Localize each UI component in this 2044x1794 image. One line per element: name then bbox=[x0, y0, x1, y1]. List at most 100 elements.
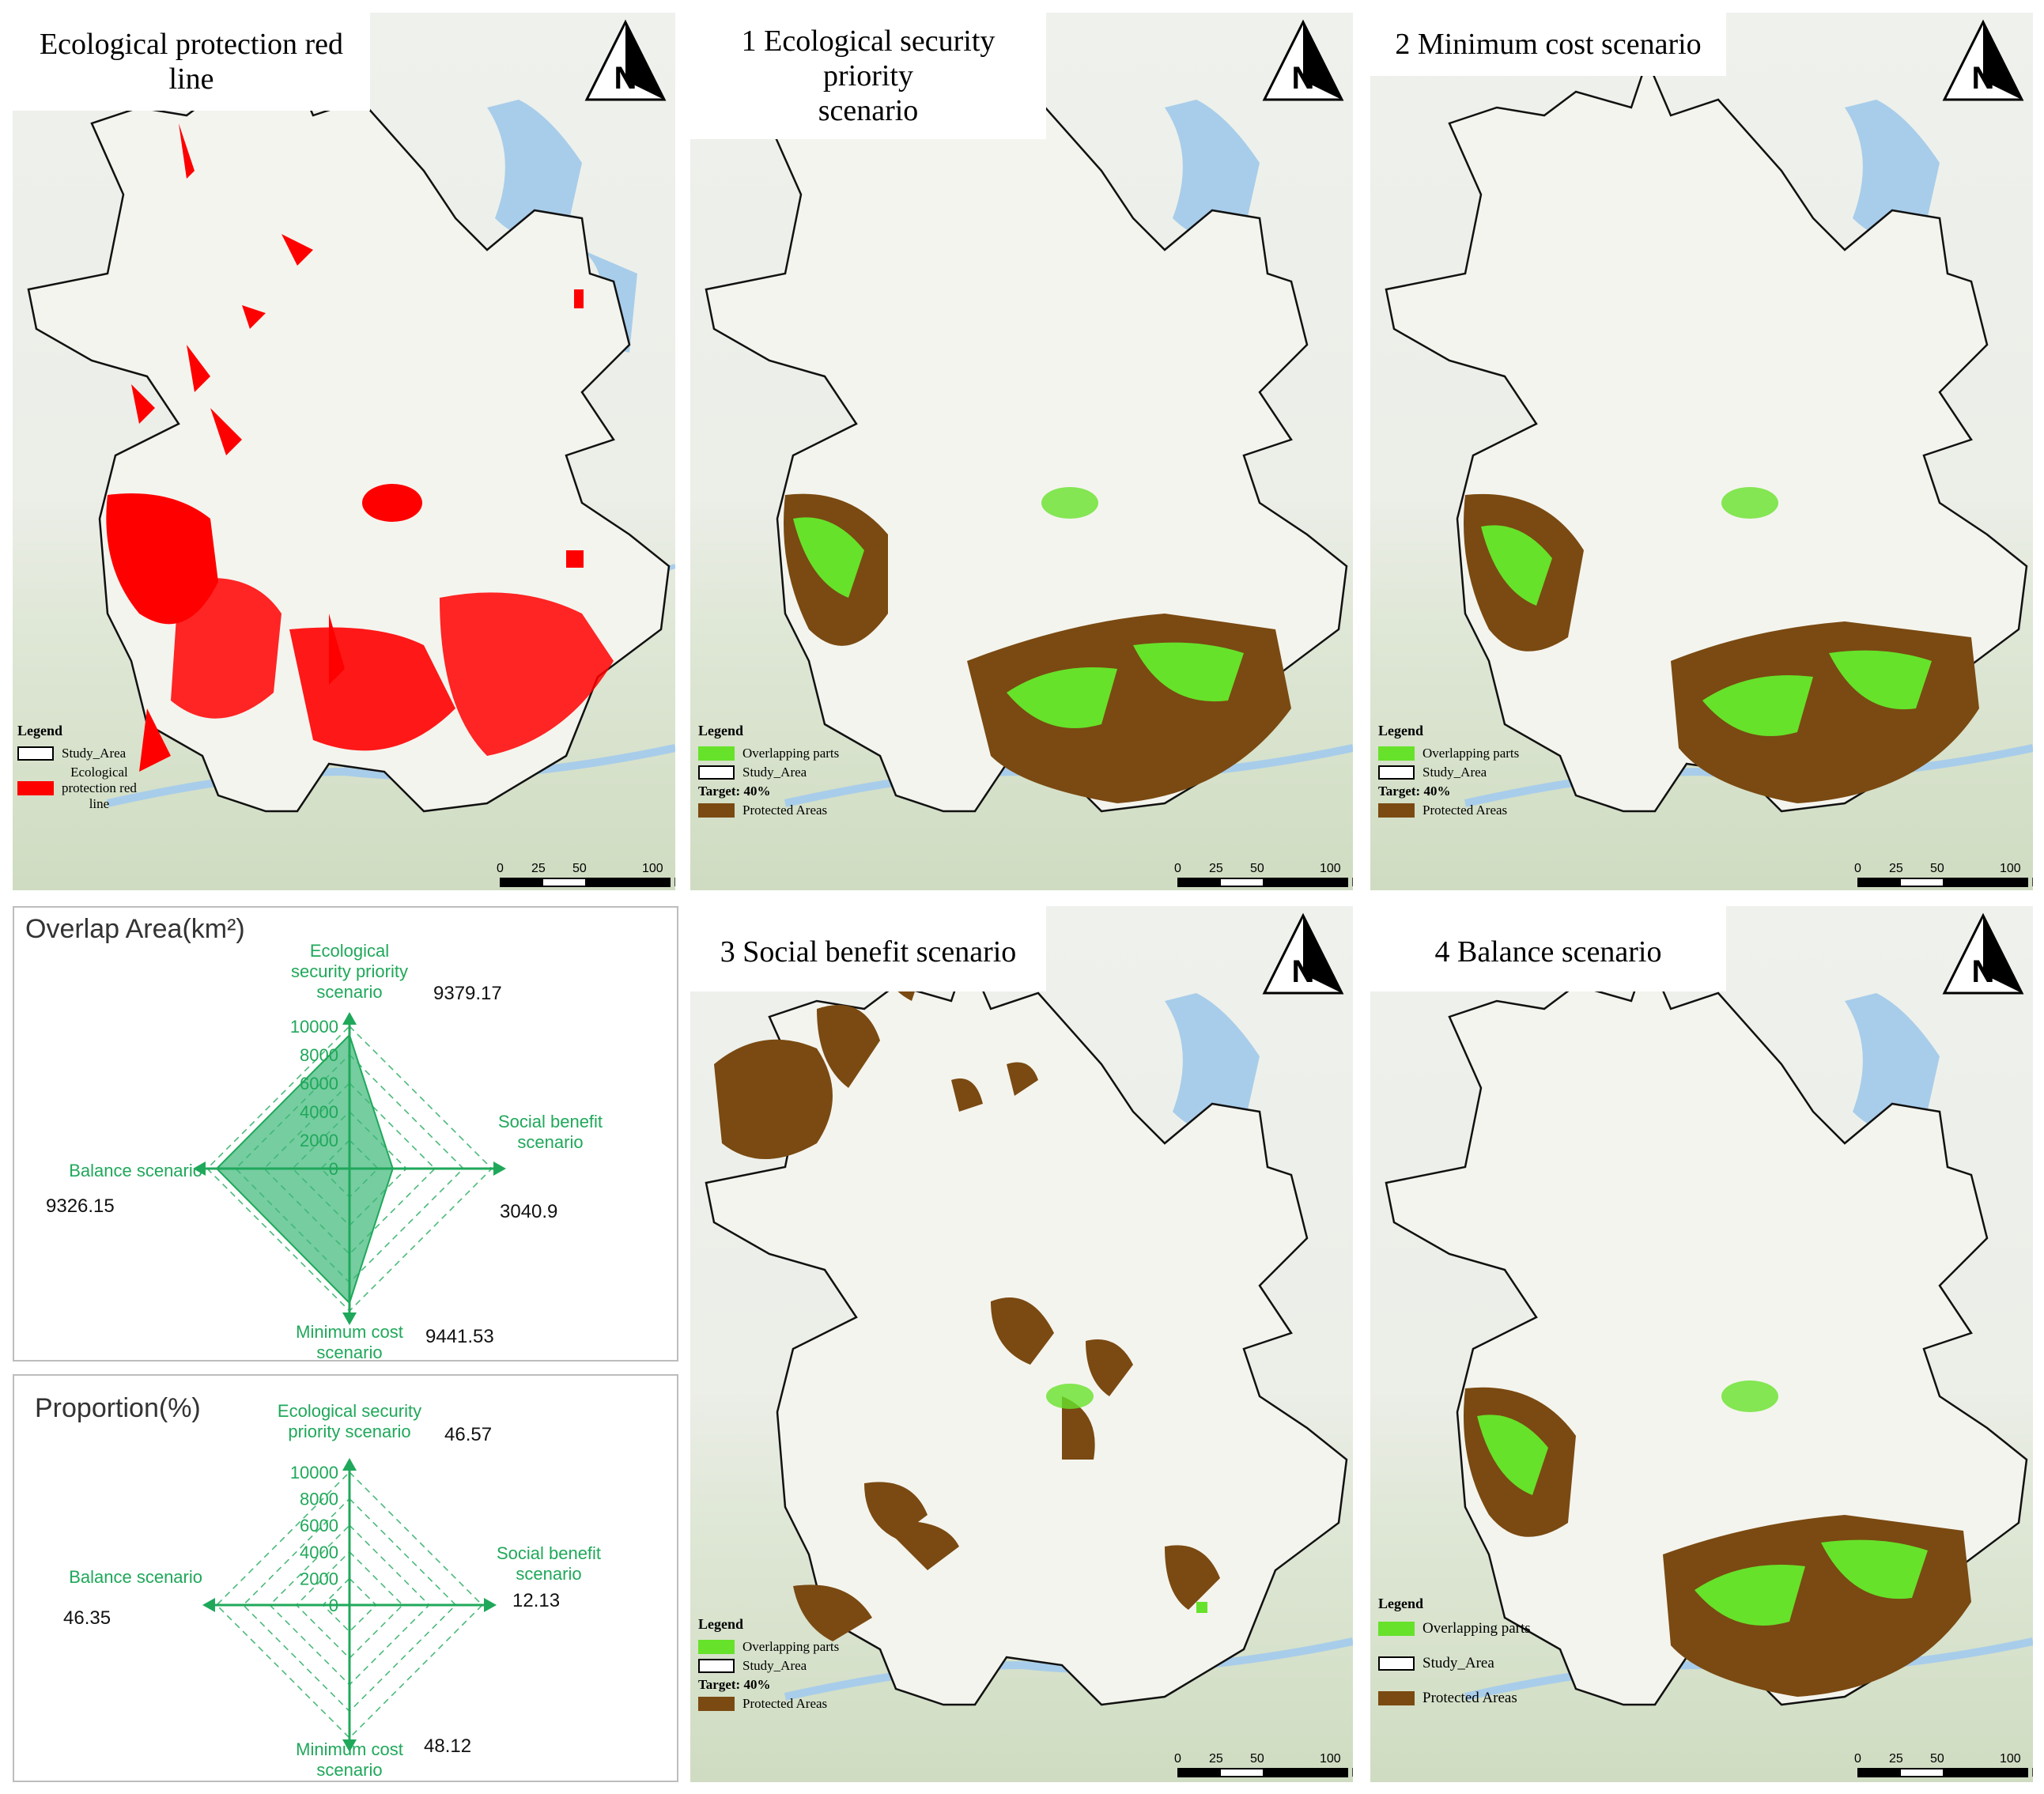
scale-tick: 0 bbox=[1174, 1752, 1181, 1766]
legend-label: Overlapping parts bbox=[1422, 1620, 1531, 1637]
legend-item-overlap: Overlapping parts bbox=[1378, 746, 1519, 761]
scale-tick: 50 bbox=[1250, 1752, 1264, 1766]
legend-label: Overlapping parts bbox=[742, 746, 840, 761]
scale-tick: 0 bbox=[1854, 1752, 1861, 1766]
overlapping-parts bbox=[793, 487, 1244, 728]
scale-bar: 0 25 50 100 Km bbox=[1854, 862, 2033, 889]
svg-text:N: N bbox=[1292, 61, 1315, 96]
svg-text:N: N bbox=[1292, 954, 1315, 989]
svg-text:N: N bbox=[1972, 954, 1995, 989]
legend-label: line bbox=[89, 796, 110, 811]
map-title-line: 1 Ecological security priority bbox=[741, 25, 996, 93]
scale-bar: 0 25 50 100 Km bbox=[1854, 1752, 2033, 1780]
radar-value-label: 46.57 bbox=[444, 1424, 492, 1445]
base-map bbox=[690, 906, 1353, 1782]
scale-tick: 50 bbox=[1930, 862, 1944, 875]
protected-areas bbox=[714, 932, 1220, 1641]
radar-axis-label: Ecological security bbox=[278, 1401, 421, 1421]
legend-label: Study_Area bbox=[742, 765, 807, 780]
base-map bbox=[690, 13, 1353, 890]
radar-axis-label: scenario bbox=[316, 1343, 382, 1362]
legend-title: Legend bbox=[1378, 723, 1424, 738]
legend-item-protected: Protected Areas bbox=[1378, 803, 1519, 818]
radar-chart-proportion: Proportion(%) 0 2000 4000 6000 8000 10000 Ecol… bbox=[13, 1374, 678, 1782]
radar-tick-label: 4000 bbox=[300, 1543, 338, 1562]
radar-value-label: 9441.53 bbox=[425, 1326, 494, 1347]
radar-axis-arrow bbox=[342, 1739, 357, 1752]
map-legend: Legend Overlapping parts Study_Area Targ… bbox=[1378, 723, 1519, 821]
radar-value-label: 48.12 bbox=[424, 1735, 471, 1757]
scale-unit: Km bbox=[2031, 1766, 2033, 1781]
map-title: 3 Social benefit scenario bbox=[690, 906, 1046, 991]
legend-item-protected: Protected Areas bbox=[698, 1696, 839, 1712]
scale-tick: 0 bbox=[1854, 862, 1861, 875]
scale-unit: Km bbox=[674, 876, 675, 890]
map-legend: Legend Study_Area Ecological protection … bbox=[17, 723, 137, 815]
radar-grid-ring bbox=[322, 1577, 377, 1633]
radar-tick-label: 8000 bbox=[300, 1045, 338, 1065]
legend-title: Legend bbox=[698, 723, 744, 738]
legend-label: Study_Area bbox=[1422, 765, 1487, 780]
north-arrow-icon: N bbox=[1260, 17, 1347, 104]
scale-unit: Km bbox=[1351, 1766, 1353, 1781]
radar-grid-ring bbox=[215, 1471, 484, 1739]
scale-tick: 100 bbox=[2000, 1752, 2021, 1766]
radar-axis-arrow bbox=[493, 1161, 506, 1176]
scale-unit: Km bbox=[1351, 876, 1353, 890]
scale-tick: 25 bbox=[1209, 862, 1223, 875]
scale-tick: 25 bbox=[1889, 862, 1903, 875]
radar-axis-arrow bbox=[193, 1161, 206, 1176]
map-title: 4 Balance scenario bbox=[1370, 906, 1726, 991]
map-panel-scenario-4: 4 Balance scenario N Legend Overlapping … bbox=[1370, 906, 2033, 1782]
legend-target: Target: 40% bbox=[1378, 784, 1451, 799]
svg-text:N: N bbox=[1972, 61, 1995, 96]
radar-axis-label: Minimum cost bbox=[296, 1322, 403, 1342]
legend-item-protected: Protected Areas bbox=[698, 803, 839, 818]
radar-svg: 0 2000 4000 6000 8000 10000 Ecologicalsecurity… bbox=[46, 941, 603, 1362]
chart-title: Proportion(%) bbox=[35, 1393, 201, 1423]
radar-tick-label: 8000 bbox=[300, 1490, 338, 1509]
scale-tick: 50 bbox=[1930, 1752, 1944, 1766]
radar-axis-label: Social benefit bbox=[498, 1112, 603, 1131]
legend-label: Protected Areas bbox=[742, 803, 828, 818]
legend-title: Legend bbox=[17, 723, 63, 738]
legend-label: Protected Areas bbox=[742, 1696, 828, 1711]
legend-item-overlap: Overlapping parts bbox=[698, 1639, 839, 1655]
radar-axis-arrow bbox=[202, 1598, 215, 1612]
scale-tick: 100 bbox=[642, 862, 663, 875]
radar-axis-arrow bbox=[484, 1598, 497, 1612]
radar-value-label: 46.35 bbox=[63, 1607, 111, 1629]
radar-tick-label: 6000 bbox=[300, 1516, 338, 1535]
legend-item-protected: Protected Areas bbox=[1378, 1690, 1531, 1707]
legend-target: Target: 40% bbox=[698, 784, 771, 799]
radar-axis-arrow bbox=[342, 1458, 357, 1471]
radar-axis-label: Social benefit bbox=[497, 1543, 601, 1563]
legend-item-study-area: Study_Area bbox=[698, 1658, 839, 1674]
legend-label: Overlapping parts bbox=[742, 1639, 840, 1654]
radar-value-label: 3040.9 bbox=[500, 1201, 557, 1222]
base-map bbox=[13, 13, 675, 890]
scale-tick: 25 bbox=[1889, 1752, 1903, 1766]
map-title: Ecological protection red line bbox=[13, 13, 370, 111]
red-line-areas bbox=[106, 123, 614, 772]
scale-tick: 50 bbox=[572, 862, 587, 875]
scale-bar: 0 25 50 100 Km bbox=[497, 862, 675, 889]
map-panel-scenario-3: 3 Social benefit scenario N Legend Overl… bbox=[690, 906, 1353, 1782]
radar-value-label: 9379.17 bbox=[433, 983, 502, 1004]
radar-axis-label: Balance scenario bbox=[69, 1161, 202, 1180]
legend-label: Protected Areas bbox=[1422, 803, 1508, 818]
legend-item-study-area: Study_Area bbox=[17, 746, 137, 761]
scale-tick: 25 bbox=[1209, 1752, 1223, 1766]
radar-tick-label: 10000 bbox=[290, 1463, 338, 1482]
radar-svg: 0 2000 4000 6000 8000 10000 Ecological securit… bbox=[63, 1401, 601, 1780]
scale-unit: Km bbox=[2031, 876, 2033, 890]
scale-tick: 50 bbox=[1250, 862, 1264, 875]
legend-item-study-area: Study_Area bbox=[1378, 765, 1519, 780]
radar-value-label: 12.13 bbox=[512, 1590, 560, 1611]
map-legend: Legend Overlapping parts Study_Area Targ… bbox=[698, 723, 839, 821]
legend-target: Target: 40% bbox=[698, 1677, 771, 1692]
legend-item-study-area: Study_Area bbox=[1378, 1655, 1531, 1672]
north-arrow-icon: N bbox=[582, 17, 669, 104]
legend-title: Legend bbox=[1378, 1596, 1424, 1611]
chart-title: Overlap Area(km²) bbox=[25, 914, 245, 944]
